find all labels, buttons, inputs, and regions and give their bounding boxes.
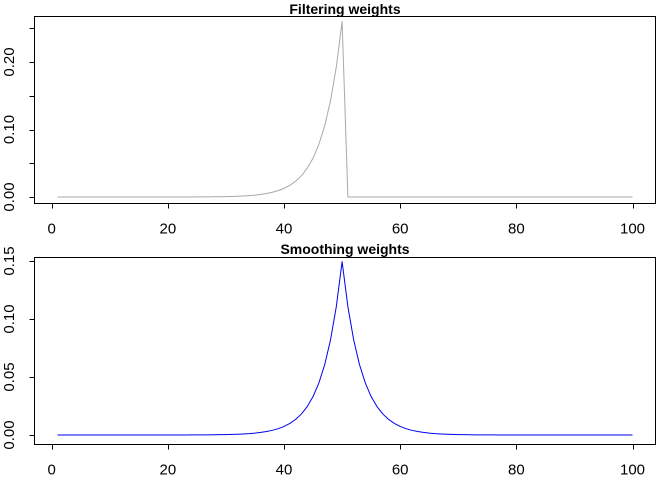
plot-box xyxy=(34,257,656,445)
filtering-weights-line xyxy=(57,21,633,198)
plot-box xyxy=(34,16,656,204)
x-axis-tick-label: 20 xyxy=(160,221,177,238)
x-axis-tick-label: 40 xyxy=(276,221,293,238)
smoothing-weights-title: Smoothing weights xyxy=(280,241,410,257)
smoothing-weights-panel: Smoothing weights 0 20 40 60 80 100 0.00 0.05 0.… xyxy=(0,240,672,480)
x-axis-tick-label: 100 xyxy=(620,221,645,238)
y-axis-tick-label: 0.20 xyxy=(1,47,18,76)
smoothing-weights-line xyxy=(57,261,633,436)
filtering-weights-chart: 0 20 40 60 80 100 0.00 0.10 0.20 xyxy=(1,16,656,238)
y-axis-tick-label: 0.10 xyxy=(1,304,18,333)
x-axis-tick-label: 40 xyxy=(276,462,293,479)
y-axis-tick-label: 0.05 xyxy=(1,362,18,391)
x-axis-tick-label: 80 xyxy=(508,462,525,479)
x-axis-tick-label: 60 xyxy=(392,462,409,479)
y-axis-tick-label: 0.10 xyxy=(1,115,18,144)
x-axis-tick-label: 60 xyxy=(392,221,409,238)
y-axis-tick-label: 0.00 xyxy=(1,420,18,449)
filtering-weights-panel: Filtering weights 0 20 40 60 80 100 0.00 0.10 0.… xyxy=(1,1,656,238)
x-axis-tick-label: 0 xyxy=(48,462,56,479)
filtering-weights-title: Filtering weights xyxy=(289,1,401,17)
x-axis-tick-label: 100 xyxy=(620,462,645,479)
smoothing-weights-chart: 0 20 40 60 80 100 0.00 0.05 0.10 0.15 xyxy=(1,246,656,479)
x-axis-tick-label: 80 xyxy=(508,221,525,238)
x-axis-tick-label: 0 xyxy=(48,221,56,238)
y-axis-tick-label: 0.15 xyxy=(1,246,18,275)
y-axis-tick-label: 0.00 xyxy=(1,182,18,211)
x-axis-tick-label: 20 xyxy=(160,462,177,479)
